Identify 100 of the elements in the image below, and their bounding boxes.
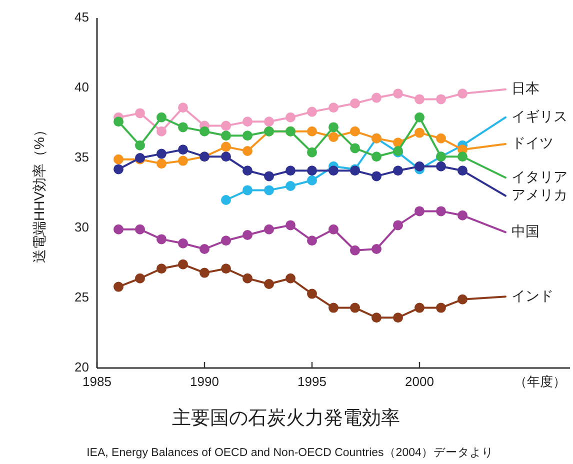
point xyxy=(436,302,446,313)
point xyxy=(264,224,274,234)
point xyxy=(135,108,145,118)
point xyxy=(156,148,166,159)
point xyxy=(221,120,231,131)
point xyxy=(350,98,360,108)
point xyxy=(114,282,124,292)
point xyxy=(200,244,210,254)
point xyxy=(178,122,188,132)
point xyxy=(221,195,231,205)
x-axis-title: （年度） xyxy=(514,374,566,389)
point xyxy=(114,116,124,127)
series-label: 日本 xyxy=(512,80,540,96)
point xyxy=(114,154,124,164)
point xyxy=(242,130,252,141)
point xyxy=(178,156,188,166)
point xyxy=(372,152,382,162)
x-tick-label: 1990 xyxy=(190,374,219,389)
point xyxy=(372,92,382,103)
point xyxy=(156,158,166,169)
point xyxy=(372,171,382,182)
point xyxy=(135,140,145,150)
point xyxy=(328,132,338,142)
point xyxy=(458,294,468,304)
point xyxy=(242,185,252,196)
point xyxy=(414,112,424,122)
point xyxy=(350,245,360,256)
point xyxy=(156,234,166,244)
x-tick-label: 2000 xyxy=(405,374,434,389)
point xyxy=(307,106,317,117)
point xyxy=(200,268,210,278)
series-label: イタリア xyxy=(512,168,568,184)
point xyxy=(242,116,252,127)
y-tick-label: 35 xyxy=(74,149,89,164)
point xyxy=(114,224,124,234)
point xyxy=(264,171,274,182)
point xyxy=(372,312,382,323)
point xyxy=(135,224,145,234)
point xyxy=(414,161,424,172)
point xyxy=(178,144,188,155)
y-axis-title: 送電端HHV効率（%） xyxy=(31,122,47,264)
point xyxy=(393,312,403,323)
point xyxy=(156,126,166,136)
point xyxy=(178,238,188,248)
point xyxy=(178,259,188,270)
point xyxy=(242,230,252,240)
point xyxy=(221,142,231,152)
point xyxy=(393,220,403,230)
point xyxy=(328,166,338,176)
point xyxy=(458,88,468,99)
point xyxy=(286,166,296,176)
point xyxy=(221,152,231,162)
point xyxy=(436,161,446,172)
y-tick-label: 45 xyxy=(74,9,89,24)
series-label: アメリカ xyxy=(512,186,568,203)
y-tick-label: 20 xyxy=(74,359,89,374)
point xyxy=(393,166,403,176)
point xyxy=(307,147,317,158)
y-tick-label: 40 xyxy=(74,79,89,94)
point xyxy=(350,143,360,154)
point xyxy=(264,116,274,127)
series-label: インド xyxy=(512,287,554,304)
point xyxy=(242,273,252,284)
series-label: ドイツ xyxy=(512,134,554,151)
point xyxy=(286,112,296,122)
point xyxy=(114,164,124,174)
point xyxy=(458,210,468,220)
point xyxy=(286,181,296,191)
point xyxy=(414,302,424,313)
point xyxy=(436,206,446,216)
point xyxy=(328,302,338,313)
point xyxy=(458,166,468,176)
point xyxy=(328,122,338,132)
point xyxy=(200,126,210,136)
point xyxy=(350,126,360,136)
point xyxy=(242,146,252,156)
point xyxy=(414,128,424,138)
point xyxy=(286,273,296,284)
point xyxy=(221,264,231,274)
y-tick-label: 30 xyxy=(74,219,89,234)
point xyxy=(350,302,360,313)
point xyxy=(242,166,252,176)
point xyxy=(178,102,188,113)
point xyxy=(393,88,403,99)
point xyxy=(156,112,166,122)
text: 主要国の石炭火力発電効率 xyxy=(172,407,400,429)
point xyxy=(286,220,296,230)
point xyxy=(436,94,446,104)
series-label: イギリス xyxy=(512,108,568,124)
point xyxy=(264,185,274,196)
point xyxy=(264,279,274,289)
point xyxy=(328,102,338,113)
point xyxy=(436,133,446,144)
point xyxy=(414,206,424,216)
point xyxy=(307,236,317,246)
point xyxy=(458,152,468,162)
point xyxy=(307,288,317,299)
y-tick-label: 25 xyxy=(74,289,89,304)
point xyxy=(135,273,145,284)
x-tick-label: 1995 xyxy=(298,374,326,389)
